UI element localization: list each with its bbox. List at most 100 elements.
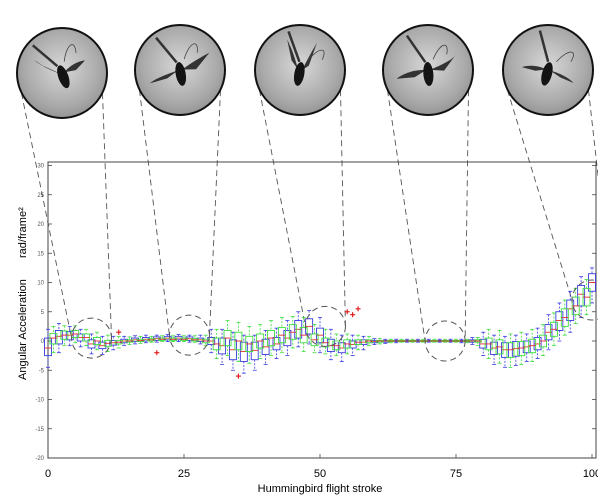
x-axis-ticks: 0 25 50 75 100 xyxy=(45,454,598,480)
connector-line xyxy=(208,90,221,336)
connector-line xyxy=(102,93,112,339)
green-box xyxy=(452,338,460,343)
hummingbird-silhouette xyxy=(521,30,574,86)
y-tick-label: 10 xyxy=(37,281,44,287)
blue-box xyxy=(98,335,107,355)
annotation-circle xyxy=(168,314,210,356)
blue-box xyxy=(479,331,488,357)
green-box xyxy=(60,325,69,347)
green-box xyxy=(386,338,395,344)
y-tick-label: -20 xyxy=(35,456,44,462)
tether-wire xyxy=(556,51,574,63)
y-tick-label: 20 xyxy=(37,222,44,228)
bird-body xyxy=(57,65,70,89)
x-tick-label: 50 xyxy=(314,468,326,480)
video-frame xyxy=(134,24,226,116)
green-box xyxy=(343,333,352,355)
green-box xyxy=(506,333,515,368)
x-axis-label: Hummingbird flight stroke xyxy=(258,483,383,495)
blue-box xyxy=(544,314,553,351)
green-box xyxy=(582,279,591,316)
bird-body-group xyxy=(287,30,325,86)
tether-wire xyxy=(307,49,325,62)
bird-beak xyxy=(405,34,427,63)
bird-body-group xyxy=(396,34,457,86)
bird-body xyxy=(175,62,187,86)
connector-line xyxy=(259,90,306,327)
connector-line xyxy=(139,90,170,336)
blue-box xyxy=(218,328,227,365)
blue-box xyxy=(501,335,509,368)
bird-wing-left xyxy=(396,70,427,79)
connector-line xyxy=(21,93,72,339)
green-box xyxy=(125,336,134,345)
green-box xyxy=(321,328,330,355)
blue-box xyxy=(250,334,259,371)
box-iqr xyxy=(44,337,52,357)
green-box xyxy=(310,324,319,354)
green-box xyxy=(365,335,373,347)
green-box xyxy=(528,328,537,362)
box-iqr xyxy=(49,332,58,345)
connector-line xyxy=(387,90,426,342)
connector-line xyxy=(588,90,598,180)
blue-box xyxy=(272,327,281,359)
box-iqr xyxy=(566,299,575,321)
y-axis-label: Angular Acceleration xyxy=(17,279,29,380)
blue-box xyxy=(294,311,303,348)
hummingbird-silhouette xyxy=(287,30,325,86)
green-box xyxy=(201,334,210,347)
green-box xyxy=(114,335,123,349)
bird-beak xyxy=(538,30,550,63)
green-box xyxy=(169,335,178,342)
video-frame xyxy=(502,24,594,116)
green-box xyxy=(267,320,275,357)
green-box xyxy=(495,330,504,364)
green-box xyxy=(82,328,91,347)
green-box xyxy=(190,335,199,343)
y-axis-ticks: -20 -15 -10 -5 0 5 10 15 20 25 30 xyxy=(35,164,596,462)
green-box xyxy=(560,299,569,336)
green-box xyxy=(419,338,428,343)
box-iqr xyxy=(517,341,526,357)
green-box xyxy=(223,320,232,357)
bird-beak xyxy=(287,30,301,63)
box-iqr xyxy=(65,331,74,341)
outlier-point xyxy=(116,329,122,335)
blue-box xyxy=(283,320,292,357)
box-iqr xyxy=(577,284,586,307)
green-box xyxy=(212,328,221,359)
bird-body-group xyxy=(31,44,86,89)
box-iqr xyxy=(555,311,564,331)
box-series xyxy=(44,267,596,374)
video-frame xyxy=(382,24,474,116)
y-tick-label: 15 xyxy=(37,251,44,257)
x-tick-label: 100 xyxy=(583,468,598,480)
green-box xyxy=(147,335,156,343)
y-tick-label: -5 xyxy=(39,368,45,374)
outlier-point xyxy=(154,350,160,356)
bird-wing-left xyxy=(287,39,299,70)
y-axis-unit: rad/frame² xyxy=(17,207,29,258)
blue-box xyxy=(261,330,270,365)
green-box xyxy=(245,325,254,364)
blue-box xyxy=(44,328,52,368)
green-box xyxy=(136,335,145,344)
hummingbird-silhouette xyxy=(149,36,210,86)
green-box xyxy=(549,312,558,347)
green-box xyxy=(158,335,167,342)
bird-wing-right xyxy=(429,53,457,71)
green-box xyxy=(93,331,101,351)
bird-body-group xyxy=(149,36,210,86)
bird-wing-right xyxy=(181,52,210,70)
hummingbird-silhouette xyxy=(31,44,86,89)
bird-wing-right xyxy=(63,60,86,73)
blue-box xyxy=(511,334,520,366)
annotation-circle xyxy=(71,317,113,359)
blue-box xyxy=(65,325,74,347)
green-box xyxy=(354,334,363,351)
green-box xyxy=(288,316,297,349)
tether-wire xyxy=(432,44,448,60)
x-tick-label: 25 xyxy=(178,468,190,480)
blue-box xyxy=(316,317,324,354)
